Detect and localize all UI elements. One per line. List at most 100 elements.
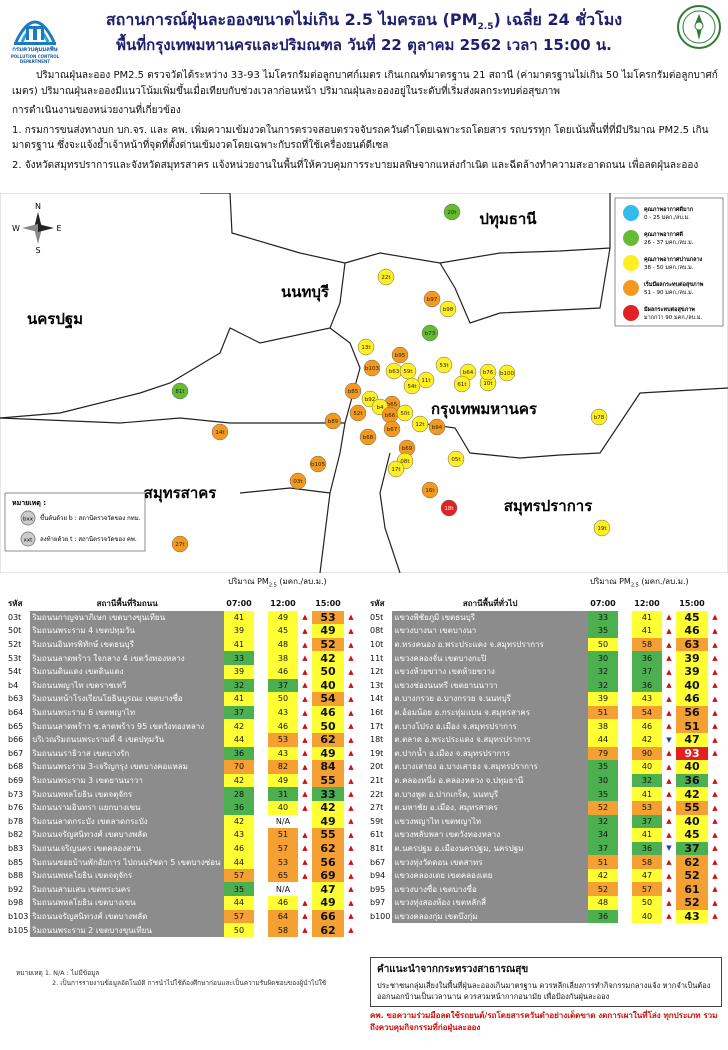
station-dot[interactable] bbox=[357, 338, 375, 356]
station-marker-27t[interactable]: 27t bbox=[171, 535, 189, 553]
station-marker-b73[interactable]: b73 bbox=[421, 324, 439, 342]
station-id-label: 59t bbox=[403, 369, 413, 375]
station-marker-b66[interactable]: b66 bbox=[381, 406, 399, 424]
value-0700: 35 bbox=[588, 760, 618, 774]
station-dot[interactable] bbox=[428, 418, 446, 436]
station-name: แขวงบางซื่อ เขตบางซื่อ bbox=[392, 882, 588, 897]
station-dot[interactable] bbox=[440, 499, 458, 517]
station-dot[interactable] bbox=[439, 300, 457, 318]
station-marker-b68[interactable]: b68 bbox=[359, 428, 377, 446]
station-dot[interactable] bbox=[479, 363, 497, 381]
station-dot[interactable] bbox=[363, 359, 381, 377]
table-row: b97 แขวงทุ่งสองห้อง เขตหลักสี่ 48 50 ▲ 52 ▲ bbox=[368, 896, 722, 910]
station-dot[interactable] bbox=[171, 535, 189, 553]
province-label-bangkok: กรุงเทพมหานคร bbox=[431, 400, 538, 419]
value-1200: 58 bbox=[632, 637, 662, 652]
station-dot[interactable] bbox=[396, 404, 414, 422]
table-row: b82 ริมถนนจรัญสนิทวงศ์ เขตบางพลัด 43 51 ▲ 55 ▲ bbox=[6, 828, 358, 842]
station-dot[interactable] bbox=[423, 290, 441, 308]
station-marker-22t[interactable]: 22t bbox=[377, 268, 395, 286]
station-dot[interactable] bbox=[417, 371, 435, 389]
value-1200: 53 bbox=[268, 855, 298, 869]
station-marker-b105[interactable]: b105 bbox=[309, 455, 327, 473]
station-marker-b97[interactable]: b97 bbox=[423, 290, 441, 308]
station-id-label: 54t bbox=[407, 384, 417, 390]
station-dot[interactable] bbox=[387, 460, 405, 478]
left-unit-sub: 2.5 bbox=[268, 582, 277, 589]
station-marker-b103[interactable]: b103 bbox=[363, 359, 381, 377]
table-row: b69 ริมถนนพระราม 3 เขตยานนาวา 42 49 ▲ 55 ▲ bbox=[6, 773, 358, 788]
station-dot[interactable] bbox=[289, 472, 307, 490]
trend-1500-icon: ▲ bbox=[348, 667, 354, 676]
station-marker-b94[interactable]: b94 bbox=[428, 418, 446, 436]
trend-1500-icon: ▲ bbox=[712, 898, 718, 907]
station-marker-05t[interactable]: 05t bbox=[447, 450, 465, 468]
station-dot[interactable] bbox=[435, 356, 453, 374]
map-note: หมายเหตุ : bxx ขึ้นต้นด้วย b : สถานีตรวจ… bbox=[4, 492, 146, 552]
station-marker-b63[interactable]: b63 bbox=[385, 362, 403, 380]
station-code: b85 bbox=[8, 857, 24, 867]
legend-range: 0 - 25 มคก./ลบ.ม. bbox=[644, 215, 690, 221]
trend-1200-icon bbox=[298, 882, 312, 896]
station-marker-b76[interactable]: b76 bbox=[479, 363, 497, 381]
station-marker-61t[interactable]: 61t bbox=[453, 375, 471, 393]
station-marker-12t[interactable]: 12t bbox=[411, 415, 429, 433]
station-name: ริมถนนพหลโยธิน เขตบางเขน bbox=[30, 896, 224, 910]
station-code: b66 bbox=[8, 735, 24, 745]
station-dot[interactable] bbox=[211, 423, 229, 441]
station-dot[interactable] bbox=[411, 415, 429, 433]
station-marker-03t[interactable]: 03t bbox=[289, 472, 307, 490]
station-dot[interactable] bbox=[498, 364, 516, 382]
value-0700: 79 bbox=[588, 746, 618, 761]
station-dot[interactable] bbox=[403, 377, 421, 395]
station-dot[interactable] bbox=[349, 404, 367, 422]
station-marker-11t[interactable]: 11t bbox=[417, 371, 435, 389]
station-marker-18t[interactable]: 18t bbox=[440, 499, 458, 517]
station-dot[interactable] bbox=[590, 408, 608, 426]
table-row: b76 ริมถนนรามอินทรา แยกบางเขน 36 40 ▲ 42 ▲ bbox=[6, 800, 358, 815]
station-dot[interactable] bbox=[377, 268, 395, 286]
station-marker-17t[interactable]: 17t bbox=[387, 460, 405, 478]
station-marker-b95[interactable]: b95 bbox=[391, 346, 409, 364]
station-dot[interactable] bbox=[324, 412, 342, 430]
station-marker-13t[interactable]: 13t bbox=[357, 338, 375, 356]
station-dot[interactable] bbox=[391, 346, 409, 364]
station-dot[interactable] bbox=[421, 324, 439, 342]
station-dot[interactable] bbox=[383, 420, 401, 438]
station-marker-b100[interactable]: b100 bbox=[498, 364, 516, 382]
station-marker-81t[interactable]: 81t bbox=[171, 382, 189, 400]
station-marker-b98[interactable]: b98 bbox=[439, 300, 457, 318]
station-marker-54t[interactable]: 54t bbox=[403, 377, 421, 395]
station-dot[interactable] bbox=[447, 450, 465, 468]
station-id-label: 10t bbox=[483, 381, 493, 387]
station-marker-14t[interactable]: 14t bbox=[211, 423, 229, 441]
trend-0700-icon bbox=[254, 719, 268, 733]
station-dot[interactable] bbox=[171, 382, 189, 400]
station-dot[interactable] bbox=[453, 375, 471, 393]
station-marker-53t[interactable]: 53t bbox=[435, 356, 453, 374]
station-marker-16t[interactable]: 16t bbox=[421, 481, 439, 499]
trend-1200-icon: ▲ bbox=[302, 844, 308, 853]
station-marker-59t[interactable]: 59t bbox=[399, 362, 417, 380]
station-dot[interactable] bbox=[359, 428, 377, 446]
province-label-pathum: ปทุมธานี bbox=[479, 210, 537, 229]
station-marker-b67[interactable]: b67 bbox=[383, 420, 401, 438]
station-marker-50t[interactable]: 50t bbox=[396, 404, 414, 422]
station-dot[interactable] bbox=[421, 481, 439, 499]
right-unit-end: (มคก./ลบ.ม.) bbox=[638, 577, 689, 586]
trend-1500-icon: ▲ bbox=[712, 817, 718, 826]
station-marker-b78[interactable]: b78 bbox=[590, 408, 608, 426]
compass-e: E bbox=[56, 224, 61, 233]
trend-1500-icon: ▲ bbox=[712, 654, 718, 663]
trend-1200-icon: ▲ bbox=[666, 776, 672, 785]
station-dot[interactable] bbox=[593, 519, 611, 537]
station-dot[interactable] bbox=[344, 382, 362, 400]
station-marker-19t[interactable]: 19t bbox=[593, 519, 611, 537]
station-marker-b85[interactable]: b85 bbox=[344, 382, 362, 400]
station-marker-b89[interactable]: b89 bbox=[324, 412, 342, 430]
value-1500: 37 bbox=[676, 841, 708, 856]
station-dot[interactable] bbox=[443, 203, 461, 221]
station-marker-20t[interactable]: 20t bbox=[443, 203, 461, 221]
station-dot[interactable] bbox=[309, 455, 327, 473]
station-marker-52t[interactable]: 52t bbox=[349, 404, 367, 422]
